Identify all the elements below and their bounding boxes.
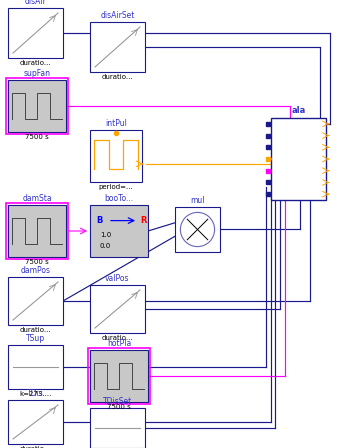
Text: duratio...: duratio...: [102, 74, 133, 80]
Text: ala: ala: [291, 106, 306, 115]
Text: 1.0: 1.0: [100, 232, 111, 238]
Bar: [6, 203, 68, 259]
Bar: [175, 207, 220, 252]
Text: duratio...: duratio...: [20, 327, 51, 333]
Text: period=...: period=...: [99, 184, 133, 190]
Text: duratio...: duratio...: [20, 60, 51, 66]
Text: 7500 s: 7500 s: [25, 259, 49, 265]
Bar: [8, 8, 63, 58]
Text: duratio...: duratio...: [102, 335, 133, 341]
Bar: [6, 78, 68, 134]
Bar: [90, 285, 145, 333]
Text: R: R: [140, 216, 146, 225]
Text: B: B: [96, 216, 102, 225]
Text: TDis: TDis: [27, 389, 44, 398]
Text: 7500 s: 7500 s: [25, 134, 49, 140]
Text: disAir: disAir: [25, 0, 46, 6]
Bar: [8, 277, 63, 325]
Bar: [90, 350, 148, 402]
Text: damPos: damPos: [21, 266, 50, 275]
Bar: [8, 400, 63, 444]
Bar: [8, 205, 66, 257]
Text: intPul: intPul: [105, 119, 127, 128]
Bar: [8, 80, 66, 132]
Text: hotPla: hotPla: [107, 339, 131, 348]
Bar: [90, 205, 148, 257]
Text: TDisSet: TDisSet: [103, 397, 132, 406]
Text: damSta: damSta: [22, 194, 52, 203]
Text: duratio...: duratio...: [20, 446, 51, 448]
Bar: [90, 22, 145, 72]
Text: booTo...: booTo...: [104, 194, 133, 203]
Text: 7500 s: 7500 s: [107, 404, 131, 410]
Bar: [271, 118, 326, 200]
Bar: [88, 348, 150, 404]
Text: 0.0: 0.0: [100, 242, 111, 249]
Text: mul: mul: [190, 196, 205, 205]
Text: supFan: supFan: [24, 69, 50, 78]
Text: valPos: valPos: [105, 274, 130, 283]
Bar: [90, 408, 145, 448]
Text: TSup: TSup: [26, 334, 45, 343]
Text: disAirSet: disAirSet: [100, 11, 135, 20]
Text: k=273....: k=273....: [19, 391, 52, 397]
Bar: [8, 345, 63, 389]
Bar: [90, 130, 142, 182]
